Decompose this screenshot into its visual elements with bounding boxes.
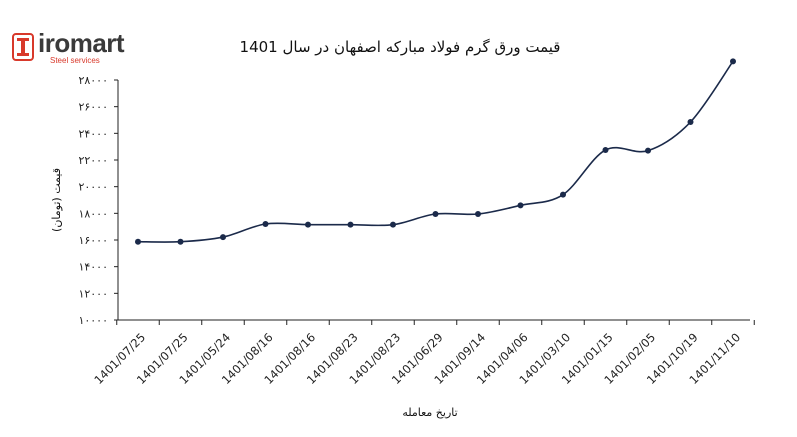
logo-mark-icon [12, 33, 34, 61]
data-point [645, 147, 651, 154]
y-tick-label: ۱۴۰۰۰ [78, 261, 108, 274]
data-point [177, 238, 184, 245]
y-tick-label: ۱۲۰۰۰ [78, 287, 108, 300]
data-point [560, 191, 566, 198]
chart-axes [117, 80, 750, 321]
data-point [347, 221, 354, 228]
y-tick-label: ۱۸۰۰۰ [78, 207, 108, 220]
y-tick-label: ۲۴۰۰۰ [78, 127, 108, 140]
data-point [135, 238, 141, 245]
data-point [220, 234, 226, 241]
y-tick-label: ۲۰۰۰۰ [78, 181, 108, 194]
brand-name: iromart [38, 28, 125, 58]
data-point [432, 211, 439, 217]
data-point [390, 221, 396, 228]
x-axis-ticks: 1401/07/251401/07/251401/05/241401/08/16… [91, 320, 755, 387]
data-point [262, 221, 269, 227]
data-point [687, 119, 694, 125]
data-point [517, 202, 524, 209]
data-point [305, 221, 311, 228]
y-tick-label: ۲۶۰۰۰ [78, 101, 108, 114]
chart-title: قیمت ورق گرم فولاد مبارکه اصفهان در سال … [239, 38, 561, 56]
brand-tagline: Steel services [50, 56, 100, 65]
x-axis-title: تاریخ معامله [402, 406, 457, 419]
y-tick-label: ۱۶۰۰۰ [78, 234, 108, 247]
y-axis-ticks: ۱۰۰۰۰ ۱۲۰۰۰ ۱۴۰۰۰ ۱۶۰۰۰ ۱۸۰۰۰ ۲۰۰۰۰ ۲۲۰۰۰ ۲۴۰۰۰… [78, 74, 118, 327]
data-point [602, 147, 609, 153]
brand-logo: iromart Steel services [8, 28, 126, 70]
data-point [475, 211, 481, 217]
y-axis-title: قیمت (تومان) [50, 168, 63, 232]
data-point [730, 58, 736, 65]
y-tick-label: ۱۰۰۰۰ [78, 314, 108, 327]
y-tick-label: ۲۲۰۰۰ [78, 154, 108, 167]
series-group [135, 58, 736, 245]
y-tick-label: ۲۸۰۰۰ [78, 74, 108, 87]
